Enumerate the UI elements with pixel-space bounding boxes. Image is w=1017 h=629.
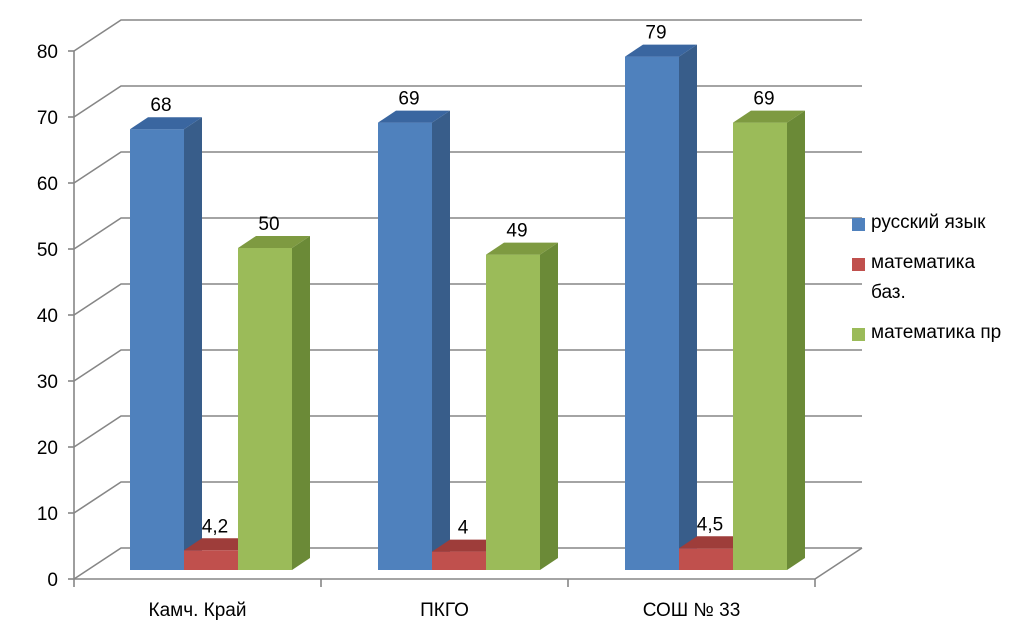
bar-front bbox=[625, 56, 679, 571]
gridline bbox=[73, 481, 862, 514]
legend-label: русский язык bbox=[871, 212, 986, 233]
bar-top bbox=[130, 117, 202, 130]
bar-side bbox=[787, 110, 805, 570]
data-label: 49 bbox=[506, 221, 527, 242]
x-tick-label: СОШ № 33 bbox=[643, 600, 741, 621]
y-tick-label: 70 bbox=[37, 108, 58, 129]
bar bbox=[238, 236, 310, 570]
bars bbox=[130, 44, 805, 571]
bar-front bbox=[486, 254, 540, 570]
gridline bbox=[73, 19, 862, 52]
y-tick-label: 10 bbox=[37, 504, 58, 525]
gridlines bbox=[73, 19, 862, 580]
data-label: 4,2 bbox=[202, 516, 228, 537]
data-label: 4 bbox=[458, 518, 469, 539]
y-tick-label: 20 bbox=[37, 438, 58, 459]
gridline bbox=[73, 283, 862, 316]
bar-front bbox=[184, 550, 238, 570]
bar-front bbox=[130, 129, 184, 570]
bar-side bbox=[679, 44, 697, 571]
bar-front bbox=[679, 548, 733, 570]
bar-side bbox=[432, 110, 450, 570]
gridline bbox=[73, 85, 862, 118]
data-label: 50 bbox=[258, 214, 279, 235]
y-tick-label: 30 bbox=[37, 372, 58, 393]
bar bbox=[378, 110, 450, 570]
legend-label: математика баз. bbox=[871, 252, 976, 303]
bar bbox=[733, 110, 805, 570]
data-label: 68 bbox=[150, 95, 171, 116]
bar-front bbox=[432, 551, 486, 570]
axes bbox=[68, 50, 863, 587]
legend-swatch-russian bbox=[852, 218, 865, 231]
bar-side bbox=[292, 236, 310, 570]
gridline bbox=[73, 349, 862, 382]
legend-item-math-basic: математика баз. bbox=[852, 252, 1012, 308]
bar-side bbox=[540, 242, 558, 570]
bar-front bbox=[378, 122, 432, 570]
gridline bbox=[73, 151, 862, 184]
bar-front bbox=[733, 122, 787, 570]
gridline bbox=[73, 547, 862, 580]
y-tick-label: 80 bbox=[37, 42, 58, 63]
data-label: 4,5 bbox=[697, 514, 723, 535]
legend-label: математика пр bbox=[871, 322, 1002, 343]
bar-top bbox=[733, 110, 805, 123]
bar bbox=[486, 242, 558, 570]
legend-swatch-math-basic bbox=[852, 258, 865, 271]
legend-swatch-math-profile bbox=[852, 328, 865, 341]
labels: 0 10 20 30 40 50 60 70 80 68 4,2 50 Камч. Край 69 4 49 П… bbox=[37, 23, 775, 621]
bar-top bbox=[378, 110, 450, 123]
bar-top bbox=[625, 44, 697, 57]
legend-item-russian: русский язык bbox=[852, 212, 1012, 238]
y-tick-label: 60 bbox=[37, 174, 58, 195]
bar-front bbox=[238, 248, 292, 570]
legend: русский язык математика баз. математика … bbox=[852, 212, 1012, 362]
bar-top bbox=[486, 242, 558, 255]
bar-side bbox=[184, 117, 202, 570]
y-tick-label: 40 bbox=[37, 306, 58, 327]
bar bbox=[130, 117, 202, 570]
gridline bbox=[73, 217, 862, 250]
data-label: 69 bbox=[753, 89, 774, 110]
bar-top bbox=[238, 236, 310, 248]
data-label: 69 bbox=[398, 89, 419, 110]
data-label: 79 bbox=[645, 23, 666, 44]
legend-item-math-profile: математика пр bbox=[852, 322, 1012, 348]
y-tick-label: 50 bbox=[37, 240, 58, 261]
y-tick-label: 0 bbox=[47, 570, 58, 591]
x-tick-label: Камч. Край bbox=[149, 600, 247, 621]
gridline bbox=[73, 415, 862, 448]
bar bbox=[625, 44, 697, 571]
x-tick-label: ПКГО bbox=[420, 600, 469, 621]
